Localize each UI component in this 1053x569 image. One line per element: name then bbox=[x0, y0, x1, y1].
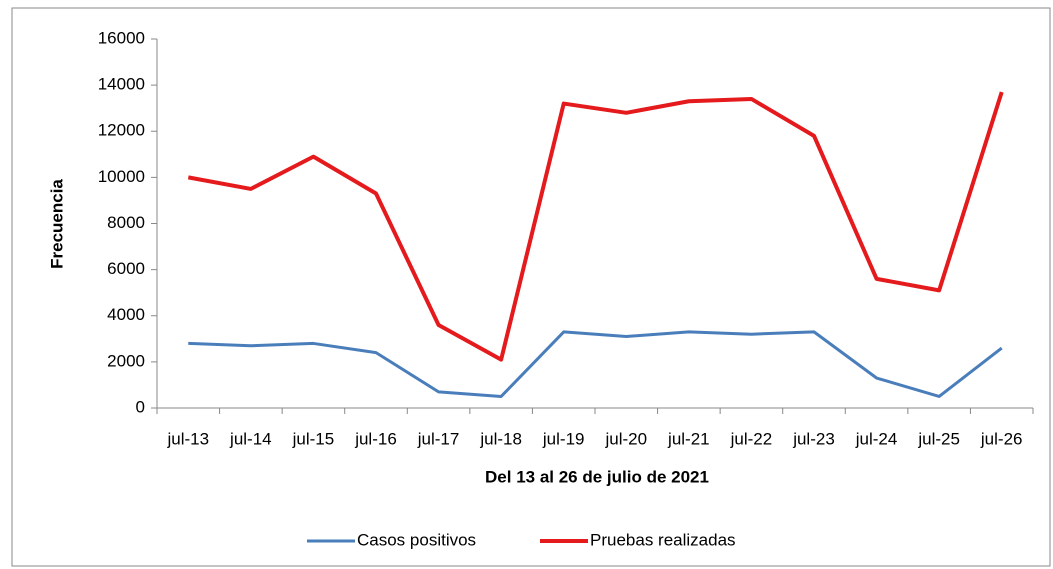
y-tick-label: 8000 bbox=[107, 213, 145, 232]
y-tick-label: 2000 bbox=[107, 351, 145, 370]
x-tick-label: jul-24 bbox=[855, 429, 898, 448]
y-tick-label: 12000 bbox=[98, 121, 145, 140]
y-tick-label: 10000 bbox=[98, 167, 145, 186]
x-tick-label: jul-22 bbox=[730, 429, 773, 448]
x-tick-label: jul-18 bbox=[479, 429, 522, 448]
legend-label: Pruebas realizadas bbox=[590, 530, 736, 549]
y-tick-label: 14000 bbox=[98, 75, 145, 94]
x-tick-label: jul-23 bbox=[792, 429, 835, 448]
series-line bbox=[188, 330, 1003, 398]
y-tick-label: 6000 bbox=[107, 259, 145, 278]
x-axis-label: Del 13 al 26 de julio de 2021 bbox=[485, 467, 709, 486]
x-tick-label: jul-13 bbox=[166, 429, 209, 448]
x-tick-label: jul-15 bbox=[292, 429, 335, 448]
x-tick-label: jul-25 bbox=[917, 429, 960, 448]
y-tick-label: 0 bbox=[136, 397, 145, 416]
x-tick-label: jul-16 bbox=[354, 429, 397, 448]
legend-label: Casos positivos bbox=[357, 530, 476, 549]
chart-frame bbox=[11, 7, 1051, 567]
y-axis-label: Frecuencia bbox=[47, 179, 66, 269]
series-line bbox=[187, 91, 1004, 362]
y-tick-label: 4000 bbox=[107, 305, 145, 324]
x-tick-label: jul-21 bbox=[667, 429, 710, 448]
x-tick-label: jul-19 bbox=[542, 429, 585, 448]
x-tick-label: jul-26 bbox=[980, 429, 1023, 448]
x-tick-label: jul-17 bbox=[417, 429, 460, 448]
x-tick-label: jul-14 bbox=[229, 429, 272, 448]
y-tick-label: 16000 bbox=[98, 28, 145, 47]
x-tick-label: jul-20 bbox=[604, 429, 647, 448]
